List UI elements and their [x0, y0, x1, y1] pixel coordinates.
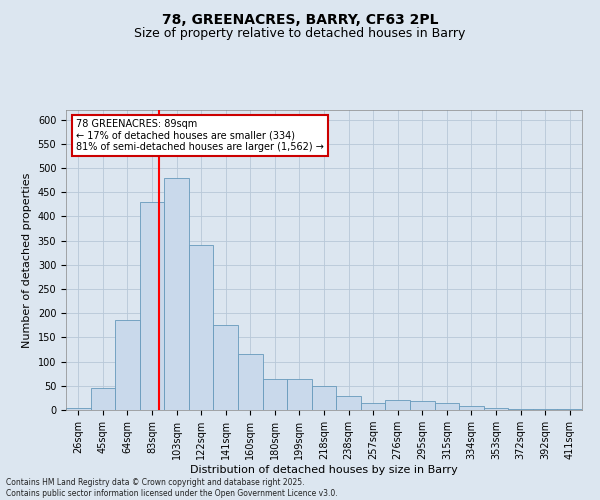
Text: 78 GREENACRES: 89sqm
← 17% of detached houses are smaller (334)
81% of semi-deta: 78 GREENACRES: 89sqm ← 17% of detached h…: [76, 119, 324, 152]
Bar: [557, 408, 582, 410]
Bar: [361, 403, 385, 410]
Text: Size of property relative to detached houses in Barry: Size of property relative to detached ho…: [134, 28, 466, 40]
Bar: [484, 408, 508, 410]
Text: Contains HM Land Registry data © Crown copyright and database right 2025.
Contai: Contains HM Land Registry data © Crown c…: [6, 478, 338, 498]
Bar: [66, 408, 91, 410]
Bar: [336, 396, 361, 410]
Bar: [410, 402, 434, 410]
Bar: [287, 378, 312, 410]
Bar: [385, 400, 410, 410]
Bar: [533, 409, 557, 410]
Bar: [214, 326, 238, 410]
Bar: [164, 178, 189, 410]
X-axis label: Distribution of detached houses by size in Barry: Distribution of detached houses by size …: [190, 465, 458, 475]
Bar: [91, 388, 115, 410]
Bar: [238, 354, 263, 410]
Bar: [459, 406, 484, 410]
Bar: [434, 403, 459, 410]
Bar: [189, 246, 214, 410]
Text: 78, GREENACRES, BARRY, CF63 2PL: 78, GREENACRES, BARRY, CF63 2PL: [162, 12, 438, 26]
Bar: [508, 408, 533, 410]
Y-axis label: Number of detached properties: Number of detached properties: [22, 172, 32, 348]
Bar: [115, 320, 140, 410]
Bar: [263, 378, 287, 410]
Bar: [140, 202, 164, 410]
Bar: [312, 386, 336, 410]
